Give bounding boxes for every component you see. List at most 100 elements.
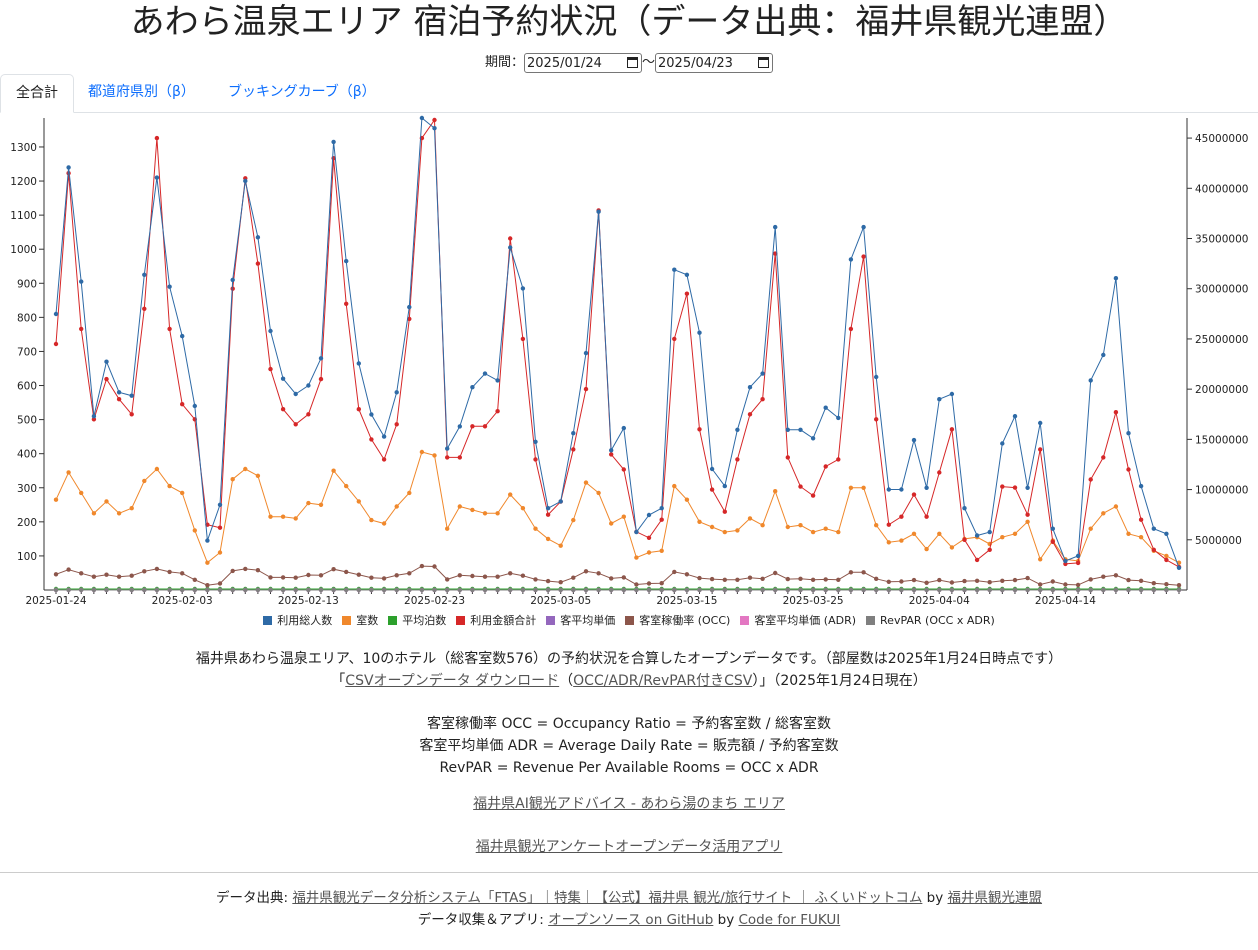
- data-point: [697, 519, 702, 524]
- data-point: [1138, 517, 1144, 522]
- data-point: [230, 277, 235, 283]
- data-point: [1012, 531, 1018, 536]
- data-point: [621, 467, 626, 472]
- legend-item[interactable]: 利用総人数: [263, 612, 332, 628]
- data-point: [243, 566, 248, 572]
- data-point: [318, 356, 324, 361]
- github-link[interactable]: オープンソース on GitHub: [548, 912, 714, 928]
- legend-swatch: [342, 616, 352, 625]
- start-date-input[interactable]: 2025/01/24: [524, 52, 642, 73]
- ai-advice-link[interactable]: 福井県AI観光アドバイス - あわら湯のまち エリア: [473, 796, 785, 812]
- data-point: [545, 512, 551, 517]
- data-point: [1151, 526, 1157, 531]
- data-point: [911, 437, 917, 443]
- data-point: [646, 512, 652, 518]
- data-point: [596, 209, 601, 214]
- data-point: [243, 587, 248, 593]
- ftas-link[interactable]: 福井県観光データ分析システム「FTAS」｜特集｜【公式】福井県 観光/旅行サイト…: [292, 890, 923, 906]
- tab-prefecture[interactable]: 都道府県別（β）: [88, 84, 195, 100]
- data-point: [684, 272, 690, 277]
- data-point: [571, 447, 576, 452]
- code-for-fukui-link[interactable]: Code for FUKUI: [738, 912, 841, 928]
- tourism-federation-link[interactable]: 福井県観光連盟: [947, 890, 1043, 906]
- y-left-tick-label: 1100: [10, 210, 37, 222]
- data-point: [167, 587, 172, 593]
- y-right-tick-label: 25000000: [1195, 334, 1248, 346]
- data-point: [1063, 582, 1068, 587]
- legend-swatch: [546, 616, 556, 625]
- legend-item[interactable]: 平均泊数: [388, 612, 446, 628]
- data-point: [709, 524, 715, 530]
- data-point: [142, 569, 147, 574]
- data-point: [1050, 539, 1056, 544]
- legend-item[interactable]: 客室平均単価 (ADR): [740, 612, 856, 628]
- end-date-input[interactable]: 2025/04/23: [655, 52, 774, 73]
- data-point: [192, 528, 197, 533]
- data-point: [142, 272, 147, 277]
- legend-item[interactable]: 客平均単価: [546, 612, 615, 628]
- by-text: by: [713, 912, 739, 928]
- data-point: [243, 466, 248, 472]
- calendar-icon[interactable]: [627, 56, 638, 68]
- data-point: [874, 523, 879, 528]
- csv-download-link[interactable]: CSVオープンデータ ダウンロード: [345, 673, 560, 689]
- data-point: [91, 574, 97, 579]
- data-point: [394, 587, 399, 593]
- data-point: [293, 391, 298, 397]
- data-point: [306, 572, 311, 578]
- calendar-icon[interactable]: [758, 56, 770, 68]
- legend-item[interactable]: 利用金額合計: [456, 612, 536, 628]
- chart-legend: 利用総人数 室数 平均泊数 利用金額合計 客平均単価 客室稼働率 (OCC) 客室平均単価 …: [0, 612, 1258, 628]
- y-left-tick-label: 500: [17, 415, 37, 427]
- data-point: [848, 257, 854, 262]
- data-point: [1000, 578, 1005, 583]
- data-point: [545, 536, 551, 542]
- data-point: [1000, 587, 1005, 593]
- data-point: [344, 301, 349, 306]
- data-point: [482, 574, 488, 579]
- data-point: [369, 587, 374, 593]
- data-point: [205, 560, 210, 565]
- data-point: [192, 403, 197, 409]
- csv-occ-download-link[interactable]: OCC/ADR/RevPAR付きCSV: [573, 673, 753, 689]
- data-point: [230, 568, 235, 574]
- data-point: [280, 514, 286, 519]
- tab-booking-curve[interactable]: ブッキングカーブ（β）: [228, 84, 376, 100]
- data-point: [1075, 560, 1081, 566]
- legend-item[interactable]: RevPAR (OCC x ADR): [866, 614, 995, 627]
- data-point: [167, 326, 172, 332]
- data-point: [659, 517, 664, 522]
- data-point: [407, 571, 412, 576]
- data-point: [280, 407, 286, 412]
- booking-chart: 100 200 300 400 500 600 700 800 900 1000 1100 1200 1…: [10, 115, 1248, 607]
- collect-label: データ収集＆アプリ:: [417, 912, 549, 928]
- y-right-tick-label: 40000000: [1195, 183, 1248, 195]
- data-point: [974, 557, 980, 563]
- data-point: [79, 279, 84, 284]
- data-point: [104, 499, 109, 504]
- data-point: [1164, 587, 1169, 593]
- legend-label: 客平均単価: [560, 614, 616, 627]
- survey-app-link[interactable]: 福井県観光アンケートオープンデータ活用アプリ: [475, 839, 783, 855]
- tab-bar: 全合計 都道府県別（β） ブッキングカーブ（β）: [0, 74, 1258, 113]
- data-point: [609, 448, 614, 453]
- legend-item[interactable]: 客室稼働率 (OCC): [625, 612, 730, 628]
- tab-total[interactable]: 全合計: [0, 74, 74, 113]
- data-point: [545, 506, 551, 511]
- y-left-tick-label: 200: [17, 517, 37, 529]
- data-point: [445, 455, 450, 460]
- data-point: [899, 487, 904, 492]
- data-point: [1126, 431, 1131, 436]
- data-point: [773, 570, 778, 576]
- data-point: [798, 523, 803, 528]
- data-point: [886, 487, 891, 492]
- data-point: [432, 453, 437, 458]
- series-line: [55, 451, 1180, 564]
- legend-item[interactable]: 室数: [342, 612, 378, 628]
- data-point: [861, 254, 866, 259]
- data-point: [874, 576, 879, 581]
- data-point: [760, 397, 765, 402]
- data-point: [747, 516, 753, 521]
- data-point: [571, 575, 576, 580]
- data-point: [848, 570, 854, 575]
